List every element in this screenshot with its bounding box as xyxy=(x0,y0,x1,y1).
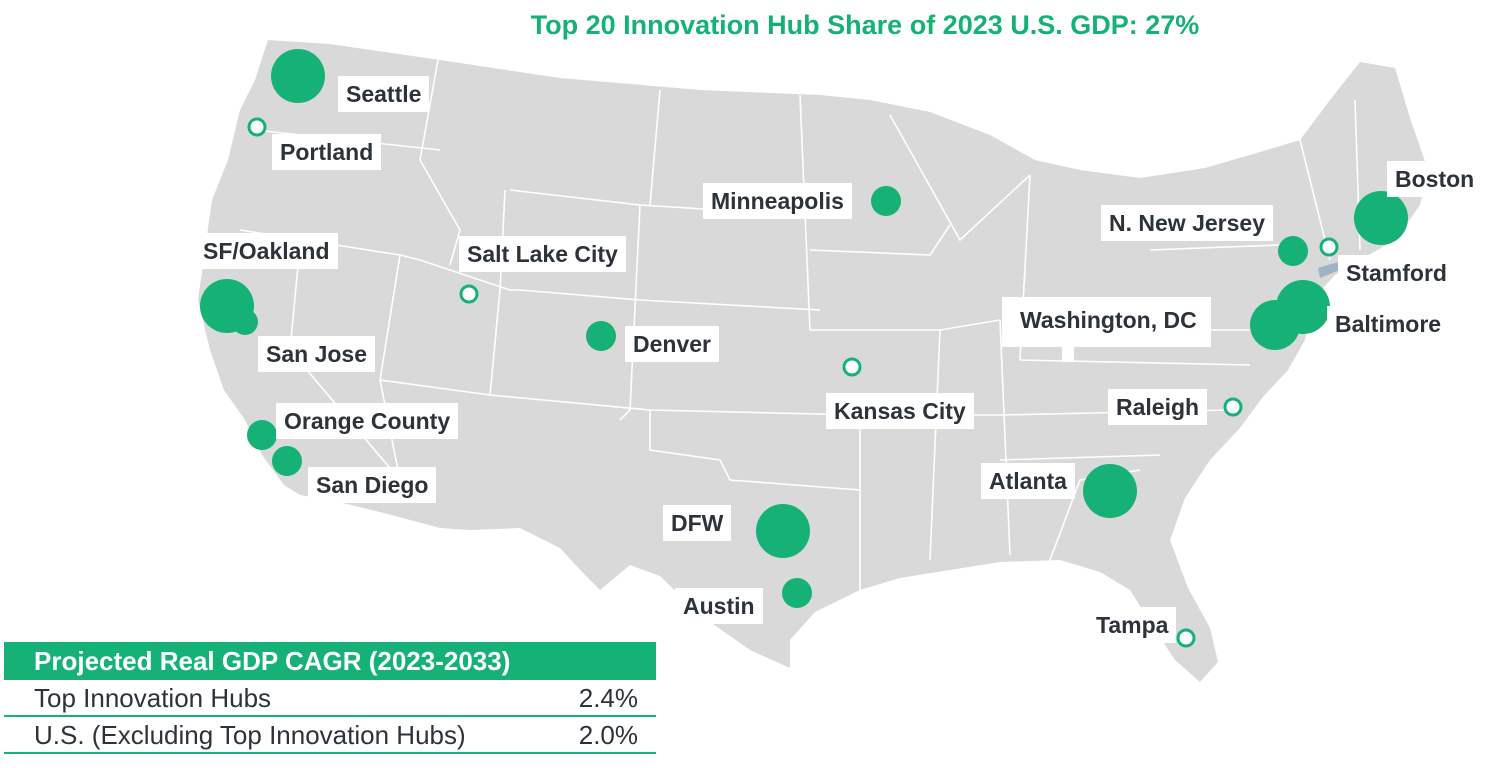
marker-minneapolis xyxy=(871,186,901,216)
label-sf-oakland: SF/Oakland xyxy=(195,233,338,269)
label-atlanta: Atlanta xyxy=(981,463,1075,499)
label-kansas-city: Kansas City xyxy=(826,393,974,429)
map-title: Top 20 Innovation Hub Share of 2023 U.S.… xyxy=(530,10,1200,40)
marker-stamford xyxy=(1319,237,1339,257)
cagr-row-rest-of-us: U.S. (Excluding Top Innovation Hubs) 2.0… xyxy=(4,717,656,754)
marker-baltimore xyxy=(1276,280,1330,334)
label-dfw: DFW xyxy=(663,505,732,541)
label-minneapolis: Minneapolis xyxy=(703,183,852,219)
cagr-row-value: 2.4% xyxy=(578,683,638,713)
marker-portland xyxy=(247,117,267,137)
label-boston: Boston xyxy=(1387,161,1483,197)
label-austin: Austin xyxy=(675,588,763,624)
label-san-diego: San Diego xyxy=(308,467,437,503)
cagr-row-value: 2.0% xyxy=(578,720,638,750)
cagr-row-top-hubs: Top Innovation Hubs 2.4% xyxy=(4,680,656,717)
marker-kansas-city xyxy=(842,357,862,377)
marker-raleigh xyxy=(1223,397,1243,417)
marker-denver xyxy=(586,321,616,351)
cagr-table: Projected Real GDP CAGR (2023-2033) Top … xyxy=(4,642,656,754)
label-baltimore: Baltimore xyxy=(1327,306,1450,342)
marker-salt-lake-city xyxy=(459,284,479,304)
marker-tampa xyxy=(1176,628,1196,648)
marker-boston xyxy=(1354,191,1408,245)
label-orange-county: Orange County xyxy=(276,403,459,439)
marker-dfw xyxy=(756,504,810,558)
label-n-new-jersey: N. New Jersey xyxy=(1101,205,1273,241)
label-san-jose: San Jose xyxy=(258,336,375,372)
us-landmass xyxy=(198,40,1428,682)
label-washington-dc: Washington, DC xyxy=(1002,297,1211,347)
marker-atlanta xyxy=(1083,464,1137,518)
cagr-row-label: Top Innovation Hubs xyxy=(34,683,272,713)
cagr-table-header: Projected Real GDP CAGR (2023-2033) xyxy=(4,642,656,680)
label-seattle: Seattle xyxy=(338,76,430,112)
label-portland: Portland xyxy=(272,134,382,170)
label-raleigh: Raleigh xyxy=(1108,389,1208,425)
marker-orange-county xyxy=(247,420,277,450)
label-denver: Denver xyxy=(625,326,719,362)
marker-san-diego xyxy=(272,446,302,476)
marker-austin xyxy=(782,578,812,608)
label-stamford: Stamford xyxy=(1338,255,1455,291)
label-salt-lake-city: Salt Lake City xyxy=(459,236,626,272)
marker-san-jose xyxy=(232,309,258,335)
marker-seattle xyxy=(271,49,325,103)
marker-n-new-jersey xyxy=(1278,236,1308,266)
label-tampa: Tampa xyxy=(1088,607,1177,643)
cagr-row-label: U.S. (Excluding Top Innovation Hubs) xyxy=(34,720,466,750)
